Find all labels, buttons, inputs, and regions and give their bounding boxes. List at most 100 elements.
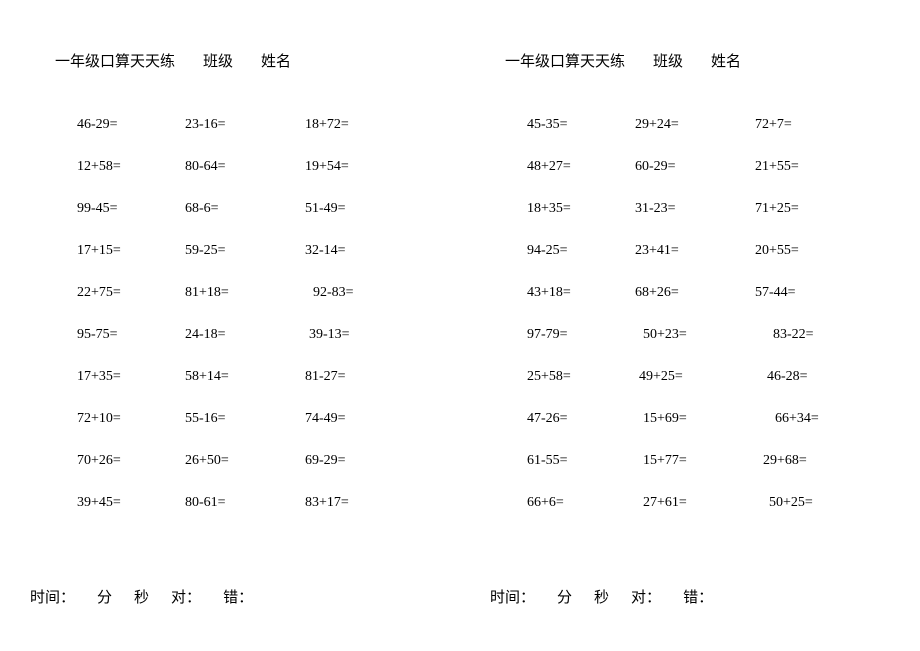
problem-cell: 18+35=: [505, 201, 625, 217]
problem-cell: 81+18=: [175, 285, 295, 301]
problem-cell: 58+14=: [175, 369, 295, 385]
problem-row: 48+27=60-29=21+55=: [505, 159, 890, 175]
problem-cell: 70+26=: [55, 453, 175, 469]
name-label: 姓名: [261, 50, 291, 71]
problem-cell: 61-55=: [505, 453, 625, 469]
problem-cell: 60-29=: [625, 159, 745, 175]
problem-row: 97-79=50+23=83-22=: [505, 327, 890, 343]
problem-row: 43+18=68+26=57-44=: [505, 285, 890, 301]
problem-cell: 18+72=: [295, 117, 349, 133]
problem-cell: 66+6=: [505, 495, 625, 511]
problem-cell: 26+50=: [175, 453, 295, 469]
worksheet-right: 一年级口算天天练 班级 姓名 45-35=29+24=72+7= 48+27=60…: [460, 0, 920, 651]
problem-cell: 59-25=: [175, 243, 295, 259]
problems-right: 45-35=29+24=72+7= 48+27=60-29=21+55= 18+35…: [505, 117, 890, 511]
problem-cell: 80-64=: [175, 159, 295, 175]
header-right: 一年级口算天天练 班级 姓名: [505, 50, 890, 71]
wrong-label: 错：: [683, 586, 713, 607]
worksheet-page: 一年级口算天天练 班级 姓名 46-29=23-16=18+72=12+58=8…: [0, 0, 920, 651]
problem-cell: 20+55=: [745, 243, 799, 259]
problem-cell: 71+25=: [745, 201, 799, 217]
problem-cell: 45-35=: [505, 117, 625, 133]
problem-row: 99-45=68-6=51-49=: [55, 201, 440, 217]
correct-label: 对：: [171, 586, 201, 607]
problem-row: 22+75=81+18=92-83=: [55, 285, 440, 301]
sec-unit: 秒: [594, 586, 609, 607]
problem-cell: 19+54=: [295, 159, 349, 175]
name-label: 姓名: [711, 50, 741, 71]
problem-cell: 17+15=: [55, 243, 175, 259]
problem-row: 25+58=49+25=46-28=: [505, 369, 890, 385]
problem-cell: 49+25=: [625, 369, 745, 385]
problem-row: 70+26=26+50=69-29=: [55, 453, 440, 469]
class-label: 班级: [653, 50, 683, 71]
problem-row: 17+35=58+14=81-27=: [55, 369, 440, 385]
class-label: 班级: [203, 50, 233, 71]
problem-cell: 69-29=: [295, 453, 346, 469]
min-unit: 分: [557, 586, 572, 607]
problem-cell: 31-23=: [625, 201, 745, 217]
problem-cell: 23-16=: [175, 117, 295, 133]
time-label: 时间：: [490, 586, 535, 607]
problem-row: 18+35=31-23=71+25=: [505, 201, 890, 217]
problem-row: 95-75=24-18=39-13=: [55, 327, 440, 343]
problem-cell: 68+26=: [625, 285, 745, 301]
problem-cell: 25+58=: [505, 369, 625, 385]
footer-right: 时间： 分 秒 对： 错：: [490, 586, 713, 607]
problem-row: 66+6=27+61=50+25=: [505, 495, 890, 511]
problem-cell: 50+25=: [745, 495, 813, 511]
problem-cell: 27+61=: [625, 495, 745, 511]
problem-cell: 74-49=: [295, 411, 346, 427]
problem-cell: 39-13=: [295, 327, 350, 343]
title: 一年级口算天天练: [55, 50, 175, 71]
problem-cell: 80-61=: [175, 495, 295, 511]
problem-cell: 47-26=: [505, 411, 625, 427]
problem-cell: 24-18=: [175, 327, 295, 343]
problem-cell: 57-44=: [745, 285, 796, 301]
problem-cell: 66+34=: [745, 411, 819, 427]
problem-cell: 92-83=: [295, 285, 354, 301]
problem-cell: 50+23=: [625, 327, 745, 343]
header-left: 一年级口算天天练 班级 姓名: [55, 50, 440, 71]
problem-cell: 22+75=: [55, 285, 175, 301]
problem-cell: 55-16=: [175, 411, 295, 427]
problem-cell: 48+27=: [505, 159, 625, 175]
time-label: 时间：: [30, 586, 75, 607]
problems-left: 46-29=23-16=18+72= 12+58=80-64=19+54= 99-4…: [55, 117, 440, 511]
problem-cell: 21+55=: [745, 159, 799, 175]
problem-row: 61-55=15+77=29+68=: [505, 453, 890, 469]
problem-cell: 46-28=: [745, 369, 808, 385]
problem-cell: 81-27=: [295, 369, 346, 385]
problem-row: 45-35=29+24=72+7=: [505, 117, 890, 133]
problem-cell: 99-45=: [55, 201, 175, 217]
problem-row: 12+58=80-64=19+54=: [55, 159, 440, 175]
worksheet-left: 一年级口算天天练 班级 姓名 46-29=23-16=18+72=12+58=8…: [0, 0, 460, 651]
problem-cell: 15+77=: [625, 453, 745, 469]
problem-cell: 17+35=: [55, 369, 175, 385]
problem-cell: 12+58=: [55, 159, 175, 175]
sec-unit: 秒: [134, 586, 149, 607]
problem-cell: 83-22=: [745, 327, 814, 343]
problem-row: 17+15=59-25=32-14=: [55, 243, 440, 259]
problem-row: 72+10=55-16=74-49=: [55, 411, 440, 427]
problem-cell: 15+69=: [625, 411, 745, 427]
problem-cell: 72+7=: [745, 117, 792, 133]
min-unit: 分: [97, 586, 112, 607]
problem-cell: 43+18=: [505, 285, 625, 301]
problem-cell: 83+17=: [295, 495, 349, 511]
problem-cell: 94-25=: [505, 243, 625, 259]
problem-cell: 23+41=: [625, 243, 745, 259]
correct-label: 对：: [631, 586, 661, 607]
problem-cell: 51-49=: [295, 201, 346, 217]
wrong-label: 错：: [223, 586, 253, 607]
problem-cell: 32-14=: [295, 243, 346, 259]
problem-cell: 29+24=: [625, 117, 745, 133]
problem-row: 94-25=23+41=20+55=: [505, 243, 890, 259]
problem-row: 46-29=23-16=18+72=: [55, 117, 440, 133]
problem-cell: 95-75=: [55, 327, 175, 343]
problem-cell: 68-6=: [175, 201, 295, 217]
problem-cell: 39+45=: [55, 495, 175, 511]
problem-cell: 97-79=: [505, 327, 625, 343]
footer-left: 时间： 分 秒 对： 错：: [30, 586, 253, 607]
problem-row: 47-26=15+69=66+34=: [505, 411, 890, 427]
